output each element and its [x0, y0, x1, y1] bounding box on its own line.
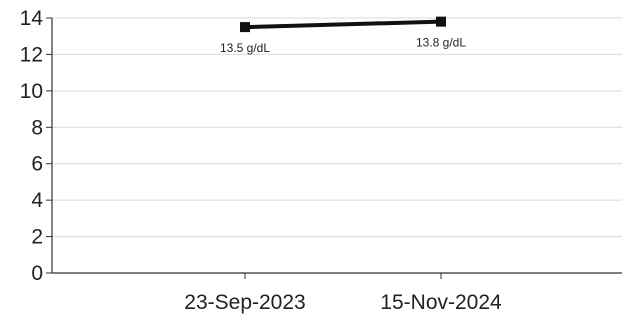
y-tick-label: 2: [31, 226, 43, 249]
data-point-marker: [436, 16, 446, 27]
y-tick-label: 4: [31, 189, 43, 212]
data-label: 13.8 g/dL: [416, 36, 466, 50]
y-axis-ticks: 0 2 4 6 8 10 12 14: [20, 7, 52, 285]
y-tick-label: 10: [20, 80, 43, 103]
y-tick-label: 12: [20, 43, 43, 66]
data-label: 13.5 g/dL: [220, 41, 270, 55]
y-tick-label: 14: [20, 7, 44, 30]
series-line: [244, 19, 442, 30]
x-tick-label: 15-Nov-2024: [380, 291, 502, 314]
data-point-marker: [240, 22, 250, 33]
x-axis-ticks: 23-Sep-2023 15-Nov-2024: [184, 273, 502, 314]
y-tick-label: 0: [31, 262, 43, 285]
x-tick-label: 23-Sep-2023: [184, 291, 305, 314]
y-tick-label: 8: [31, 116, 43, 139]
y-tick-label: 6: [31, 153, 43, 176]
series-group: [240, 16, 446, 33]
data-labels: 13.5 g/dL 13.8 g/dL: [220, 36, 466, 55]
grid-lines: [52, 17, 622, 238]
